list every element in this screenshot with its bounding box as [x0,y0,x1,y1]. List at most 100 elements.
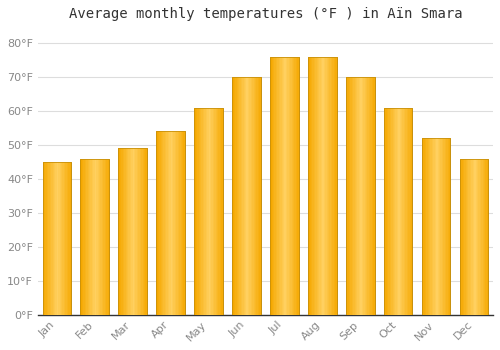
Bar [324,57,325,315]
Bar [311,57,312,315]
Bar [288,57,290,315]
Bar [486,159,487,315]
Bar [468,159,470,315]
Bar [134,148,136,315]
Bar [384,108,412,315]
Bar [86,159,88,315]
Bar [477,159,478,315]
Bar [280,57,281,315]
Bar [402,108,404,315]
Bar [144,148,146,315]
Bar [118,148,147,315]
Bar [460,159,488,315]
Bar [46,162,47,315]
Bar [356,77,358,315]
Bar [165,132,166,315]
Bar [325,57,326,315]
Bar [400,108,401,315]
Bar [170,132,172,315]
Bar [208,108,210,315]
Bar [56,162,57,315]
Bar [194,108,196,315]
Bar [241,77,242,315]
Bar [364,77,366,315]
Bar [84,159,85,315]
Bar [426,138,428,315]
Bar [480,159,481,315]
Bar [196,108,197,315]
Bar [104,159,106,315]
Bar [138,148,140,315]
Bar [326,57,328,315]
Bar [172,132,174,315]
Bar [203,108,204,315]
Bar [164,132,165,315]
Bar [386,108,387,315]
Bar [368,77,369,315]
Bar [294,57,296,315]
Bar [422,138,450,315]
Bar [68,162,70,315]
Bar [50,162,51,315]
Bar [328,57,330,315]
Bar [216,108,217,315]
Bar [449,138,450,315]
Bar [103,159,104,315]
Bar [156,132,158,315]
Bar [131,148,132,315]
Bar [246,77,248,315]
Bar [482,159,484,315]
Bar [258,77,260,315]
Bar [194,108,223,315]
Bar [297,57,298,315]
Bar [156,132,185,315]
Bar [118,148,120,315]
Bar [478,159,480,315]
Bar [428,138,429,315]
Bar [175,132,176,315]
Bar [467,159,468,315]
Bar [436,138,438,315]
Bar [321,57,322,315]
Bar [442,138,444,315]
Bar [422,138,450,315]
Bar [85,159,86,315]
Bar [57,162,58,315]
Bar [422,138,424,315]
Bar [212,108,213,315]
Bar [362,77,363,315]
Bar [353,77,354,315]
Bar [156,132,185,315]
Bar [62,162,64,315]
Bar [214,108,216,315]
Bar [272,57,273,315]
Bar [210,108,212,315]
Bar [391,108,392,315]
Bar [466,159,467,315]
Bar [96,159,98,315]
Bar [350,77,352,315]
Bar [82,159,84,315]
Bar [184,132,185,315]
Bar [312,57,314,315]
Bar [369,77,370,315]
Bar [487,159,488,315]
Bar [250,77,252,315]
Bar [128,148,130,315]
Bar [430,138,432,315]
Bar [296,57,297,315]
Bar [126,148,127,315]
Bar [106,159,108,315]
Bar [384,108,412,315]
Bar [88,159,89,315]
Bar [232,77,234,315]
Bar [425,138,426,315]
Bar [140,148,141,315]
Bar [166,132,168,315]
Bar [232,77,260,315]
Bar [207,108,208,315]
Bar [80,159,109,315]
Bar [90,159,92,315]
Bar [176,132,178,315]
Bar [255,77,256,315]
